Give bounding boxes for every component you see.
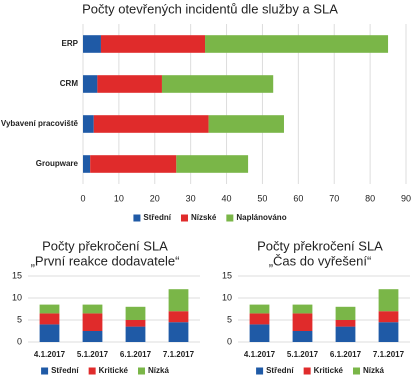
legend-swatch [138,367,146,375]
chart-subtitle: „Čas do vyřešení“ [269,253,372,268]
y-tick-label: 15 [222,270,232,280]
bar [82,313,103,331]
bar [335,320,356,327]
x-tick-label: 70 [329,193,339,203]
legend-swatch [133,214,141,222]
bar [125,326,146,342]
bar [335,306,356,320]
bar [39,324,60,342]
x-tick-label: 4.1.2017 [34,350,66,359]
bar [378,311,399,323]
bar [97,75,162,93]
x-tick-label: 5.1.2017 [287,350,319,359]
bar [168,322,189,342]
bar [168,289,189,312]
bar [205,35,389,53]
x-tick-label: 7.1.2017 [373,350,405,359]
legend-swatch [226,214,234,222]
bar [161,75,274,93]
bar [83,155,91,173]
x-tick-label: 6.1.2017 [120,350,152,359]
bar [90,155,177,173]
y-tick-label: Groupware [36,159,79,168]
x-tick-label: 6.1.2017 [330,350,362,359]
chart-title: Počty překročení SLA [42,238,168,253]
bar [82,331,103,342]
y-tick-label: Vybavení pracoviště [1,119,79,128]
bar [335,326,356,342]
y-tick-label: CRM [60,79,79,88]
legend-label: Střední [143,213,171,222]
y-tick-label: 5 [17,314,22,324]
bar [292,304,313,314]
chart-title: Počty překročení SLA [257,238,383,253]
bar [176,155,249,173]
chart-title: Počty otevřených incidentů dle služby a … [82,1,338,16]
bar [100,35,206,53]
legend-swatch [303,367,311,375]
legend-swatch [256,367,264,375]
y-tick-label: 10 [222,292,232,302]
bar [39,304,60,314]
x-tick-label: 30 [186,193,196,203]
x-tick-label: 7.1.2017 [163,350,195,359]
legend-label: Naplánováno [236,213,286,222]
bar [378,322,399,342]
bar [292,313,313,331]
legend-label: Střední [266,366,294,375]
bar [125,306,146,320]
bar [249,304,270,314]
bar [83,35,101,53]
bar [93,115,209,133]
y-tick-label: 0 [17,336,22,346]
bar [125,320,146,327]
legend-label: Nízské [191,213,217,222]
legend-label: Kritické [314,366,344,375]
y-tick-label: 0 [227,336,232,346]
x-tick-label: 50 [257,193,267,203]
legend-label: Nízká [363,366,384,375]
x-tick-label: 40 [222,193,232,203]
legend-swatch [88,367,96,375]
y-tick-label: ERP [62,39,79,48]
bar [168,311,189,323]
bar [83,75,98,93]
x-tick-label: 5.1.2017 [77,350,109,359]
x-tick-label: 20 [150,193,160,203]
x-tick-label: 80 [365,193,375,203]
legend-swatch [353,367,361,375]
legend-label: Kritické [99,366,129,375]
bar [39,313,60,325]
legend-swatch [180,214,188,222]
x-tick-label: 10 [114,193,124,203]
x-tick-label: 60 [293,193,303,203]
legend-swatch [41,367,49,375]
legend-label: Nízká [148,366,169,375]
x-tick-label: 0 [80,193,85,203]
chart-subtitle: „První reakce dodavatele“ [31,253,180,268]
bar [292,331,313,342]
bar [83,115,94,133]
y-tick-label: 5 [227,314,232,324]
y-tick-label: 10 [12,292,22,302]
bar [378,289,399,312]
bar [249,324,270,342]
bar [249,313,270,325]
x-tick-label: 4.1.2017 [244,350,276,359]
legend-label: Střední [51,366,79,375]
bar [82,304,103,314]
bar [208,115,284,133]
x-tick-label: 90 [401,193,411,203]
y-tick-label: 15 [12,270,22,280]
